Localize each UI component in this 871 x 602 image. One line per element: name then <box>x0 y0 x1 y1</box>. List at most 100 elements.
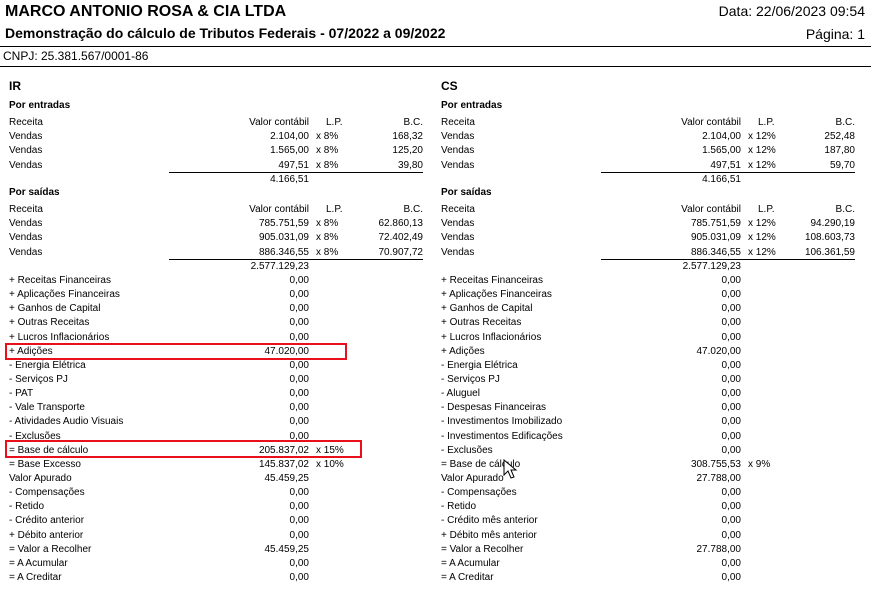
cs-saidas-sumline <box>601 259 855 260</box>
col-lp: L.P. <box>326 117 343 128</box>
cs-entradas-sumline <box>601 172 855 173</box>
item-valor: 0,00 <box>289 303 309 315</box>
item-name: - Compensações <box>9 487 85 499</box>
row-name: Vendas <box>9 159 43 171</box>
line-item: - Serviços PJ 0,00 <box>9 373 429 387</box>
table-row: Vendas 497,51 x 8% 39,80 <box>9 159 429 173</box>
item-valor: 0,00 <box>289 402 309 414</box>
item-valor: 0,00 <box>721 529 741 541</box>
ir-entradas-total-row: 4.166,51 <box>9 173 429 187</box>
col-valor: Valor contábil <box>249 117 309 128</box>
item-valor: 0,00 <box>721 289 741 301</box>
row-valor: 886.346,55 <box>258 246 309 258</box>
table-row: Vendas 905.031,09 x 8% 72.402,49 <box>9 231 429 245</box>
line-item: + Outras Receitas 0,00 <box>9 316 429 330</box>
highlight-base-calculo <box>5 440 362 458</box>
item-valor: 27.788,00 <box>696 473 742 484</box>
line-item: - Atividades Audio Visuais 0,00 <box>9 415 429 429</box>
item-name: = A Acumular <box>9 557 68 569</box>
row-name: Vendas <box>9 218 43 229</box>
item-valor: 0,00 <box>721 317 741 329</box>
item-valor: 27.788,00 <box>696 543 742 555</box>
line-item: + Receitas Financeiras 0,00 <box>441 274 861 288</box>
line-item: + Outras Receitas 0,00 <box>441 316 861 330</box>
item-valor: 45.459,25 <box>264 543 310 555</box>
row-bc: 72.402,49 <box>378 232 424 244</box>
item-valor: 0,00 <box>289 289 309 301</box>
row-name: Vendas <box>9 131 43 142</box>
line-item: + Receitas Financeiras 0,00 <box>9 274 429 288</box>
mouse-cursor-icon <box>503 459 518 479</box>
line-item: - Compensações 0,00 <box>441 486 861 500</box>
highlight-adicoes <box>5 343 347 360</box>
item-name: - Crédito mês anterior <box>441 515 538 527</box>
line-item: - Aluguel 0,00 <box>441 387 861 401</box>
line-item: Valor Apurado 45.459,25 <box>9 472 429 486</box>
item-name: Valor Apurado <box>441 473 504 484</box>
row-name: Vendas <box>441 218 475 229</box>
item-valor: 0,00 <box>289 515 309 527</box>
item-name: + Outras Receitas <box>441 317 522 329</box>
item-name: = Valor a Recolher <box>9 543 92 555</box>
item-name: - Serviços PJ <box>441 374 500 385</box>
cnpj: CNPJ: 25.381.567/0001-86 <box>3 49 149 63</box>
row-bc: 62.860,13 <box>378 218 424 229</box>
col-valor: Valor contábil <box>681 204 741 215</box>
entradas-total: 4.166,51 <box>702 174 741 185</box>
item-name: - Crédito anterior <box>9 515 85 527</box>
row-name: Vendas <box>441 246 475 258</box>
item-name: + Ganhos de Capital <box>9 303 101 315</box>
table-row: Vendas 2.104,00 x 12% 252,48 <box>441 130 861 144</box>
line-item: Valor Apurado 27.788,00 <box>441 472 861 486</box>
item-name: + Débito mês anterior <box>441 529 537 541</box>
item-valor: 308.755,53 <box>690 458 741 470</box>
row-name: Vendas <box>9 232 43 244</box>
table-row: Vendas 905.031,09 x 12% 108.603,73 <box>441 231 861 245</box>
cs-entradas-column-headers: Receita Valor contábil L.P. B.C. <box>441 116 861 130</box>
line-item: - Vale Transporte 0,00 <box>9 401 429 415</box>
item-name: - Compensações <box>441 487 517 499</box>
col-valor: Valor contábil <box>681 117 741 128</box>
table-row: Vendas 2.104,00 x 8% 168,32 <box>9 130 429 144</box>
line-item: - PAT 0,00 <box>9 387 429 401</box>
line-item: + Ganhos de Capital 0,00 <box>441 302 861 316</box>
row-valor: 886.346,55 <box>690 246 741 258</box>
table-row: Vendas 886.346,55 x 12% 106.361,59 <box>441 246 861 260</box>
col-bc: B.C. <box>403 204 423 215</box>
ir-entradas-sumline <box>169 172 423 173</box>
line-item: - Investimentos Imobilizado 0,00 <box>441 415 861 429</box>
row-valor: 2.104,00 <box>270 131 309 142</box>
ir-entradas-column-headers: Receita Valor contábil L.P. B.C. <box>9 116 429 130</box>
item-name: + Adições <box>9 345 53 357</box>
row-lp: x 8% <box>316 159 339 171</box>
item-valor: 0,00 <box>289 331 309 343</box>
item-valor: 0,00 <box>721 501 741 513</box>
item-name: Valor Apurado <box>9 473 72 484</box>
item-valor: 0,00 <box>721 303 741 315</box>
item-name: - Vale Transporte <box>9 402 85 414</box>
table-row: Vendas 1.565,00 x 12% 187,80 <box>441 144 861 158</box>
line-item: + Débito mês anterior 0,00 <box>441 529 861 543</box>
item-name: - Energia Elétrica <box>441 359 518 371</box>
row-lp: x 12% <box>748 232 776 244</box>
row-name: Vendas <box>441 131 475 142</box>
item-valor: 0,00 <box>289 557 309 569</box>
report-date: Data: 22/06/2023 09:54 <box>718 3 865 19</box>
row-bc: 252,48 <box>824 131 855 142</box>
col-receita: Receita <box>441 117 475 128</box>
row-valor: 497,51 <box>710 159 741 171</box>
line-item: + Lucros Inflacionários 0,00 <box>441 331 861 345</box>
item-name: - Serviços PJ <box>9 374 68 385</box>
item-name: + Aplicações Financeiras <box>9 289 120 301</box>
item-name: + Ganhos de Capital <box>441 303 533 315</box>
line-item: - Crédito anterior 0,00 <box>9 514 429 528</box>
item-valor: 0,00 <box>721 374 741 385</box>
item-valor: 0,00 <box>289 359 309 371</box>
row-name: Vendas <box>441 232 475 244</box>
col-receita: Receita <box>9 117 43 128</box>
item-name: + Lucros Inflacionários <box>9 331 110 343</box>
table-row: Vendas 785.751,59 x 8% 62.860,13 <box>9 217 429 231</box>
item-name: + Adições <box>441 345 485 357</box>
row-bc: 168,32 <box>392 131 423 142</box>
ir-title: IR <box>9 79 21 93</box>
